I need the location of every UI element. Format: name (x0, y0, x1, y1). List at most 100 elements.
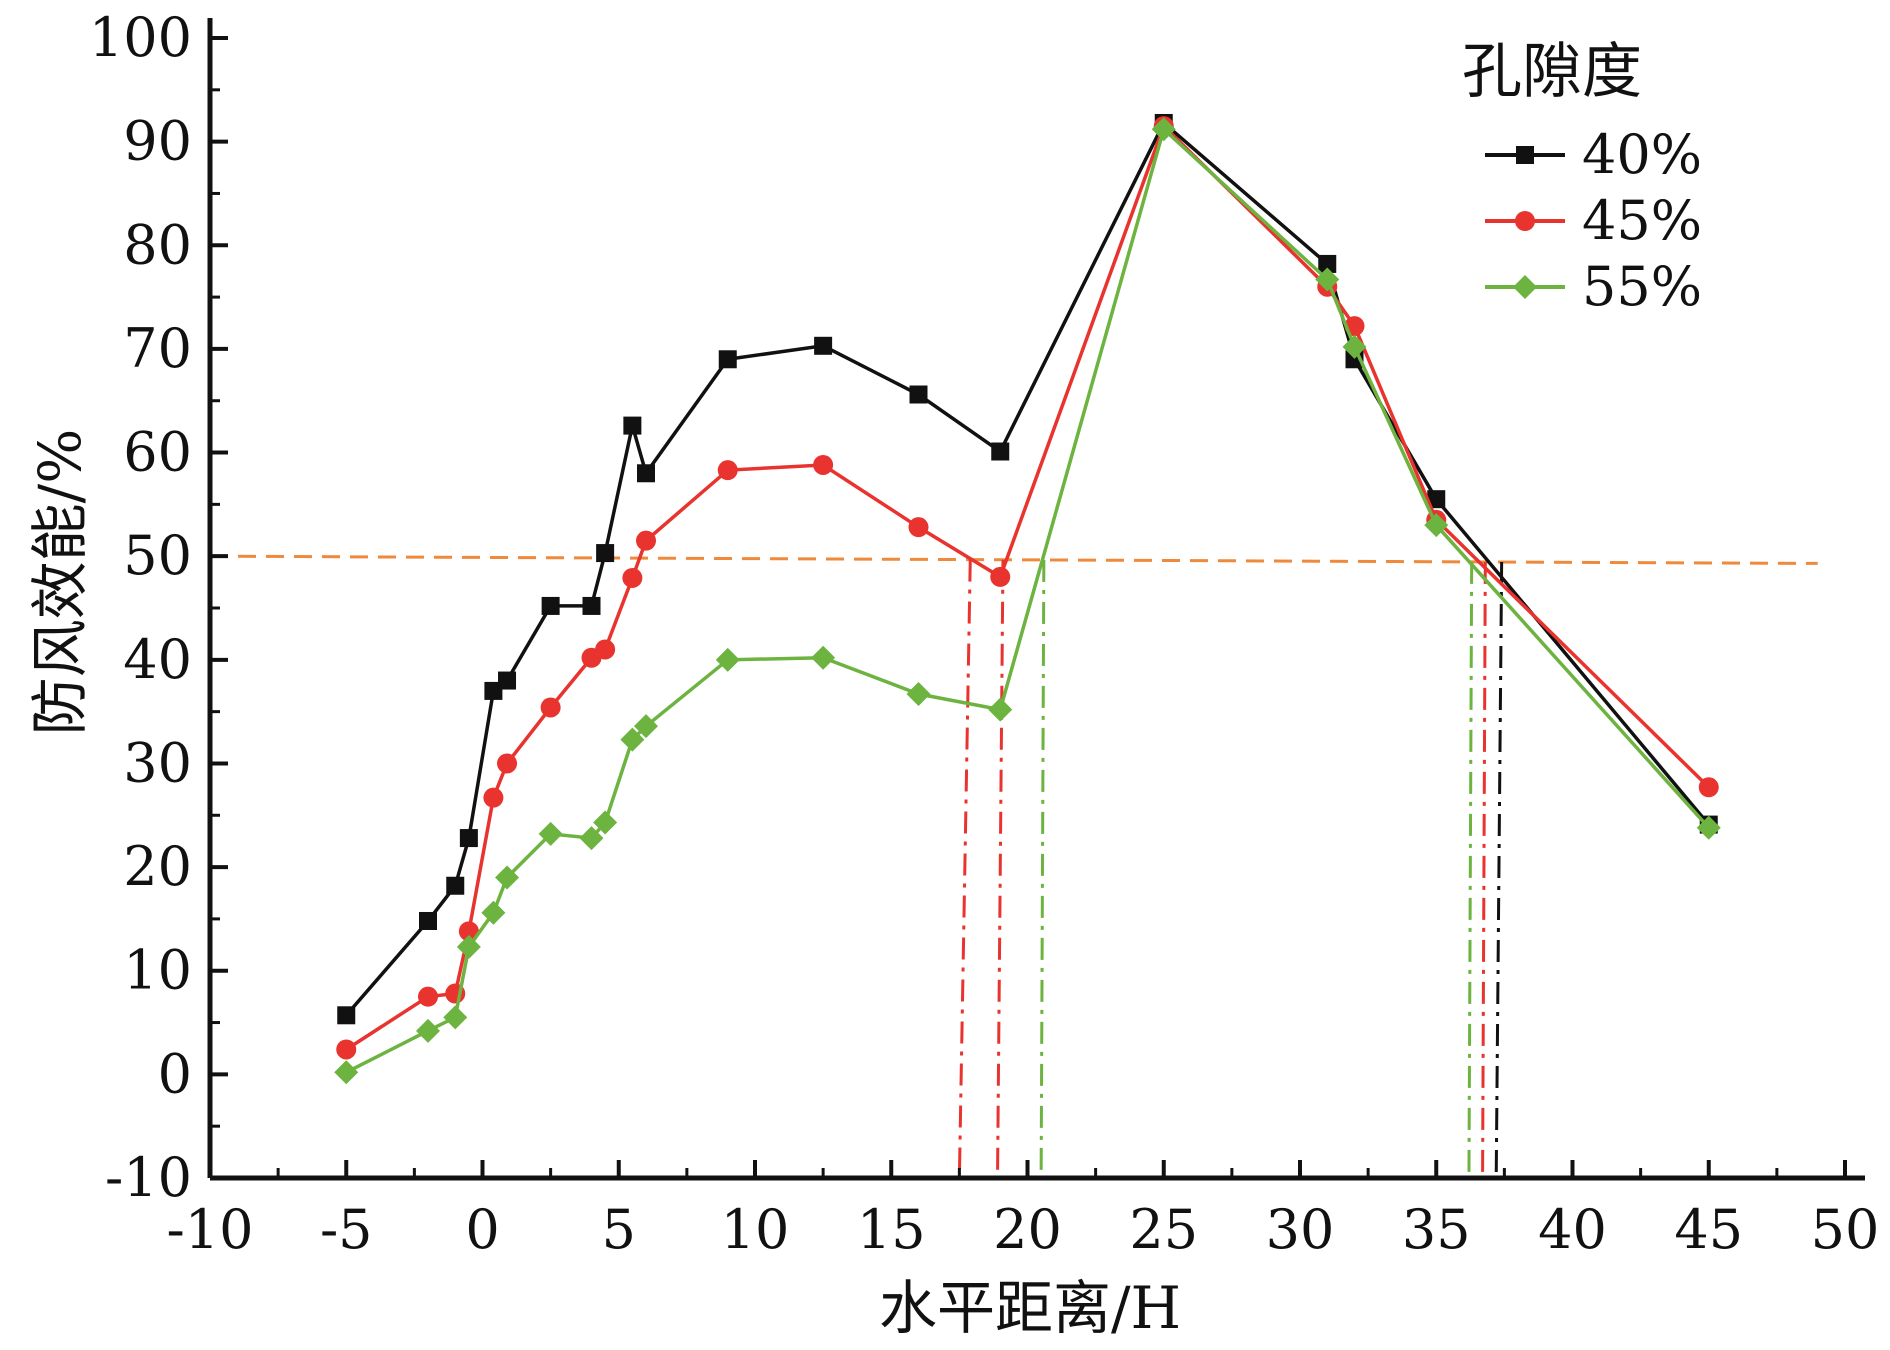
series-line (344, 120, 1711, 1017)
data-point (418, 986, 438, 1007)
y-tick-label: 30 (123, 731, 192, 794)
data-point (416, 1018, 440, 1043)
x-axis-label: 水平距离/H (879, 1274, 1181, 1342)
y-tick-label: 50 (123, 524, 192, 587)
data-point (1696, 815, 1721, 840)
x-tick-label: 40 (1538, 1198, 1607, 1261)
data-point (579, 826, 604, 851)
y-tick-label: -10 (105, 1146, 192, 1209)
data-point (495, 865, 520, 890)
crossing-line (1467, 561, 1474, 1179)
data-point (990, 566, 1011, 587)
legend-marker (1516, 146, 1534, 164)
legend-title: 孔隙度 (1462, 37, 1642, 107)
data-point (337, 1006, 356, 1025)
data-point (908, 517, 929, 538)
legend-entry-label: 45% (1582, 189, 1702, 252)
x-tick-label: 5 (602, 1198, 636, 1261)
series-3 (334, 117, 1721, 1085)
legend: 孔隙度 40%45%55% (1462, 37, 1702, 318)
y-tick-label: 70 (123, 317, 192, 380)
data-point (622, 567, 643, 588)
crossing-line (957, 559, 972, 1179)
crossing-line (1494, 561, 1504, 1179)
y-tick-label: 60 (123, 421, 192, 484)
data-point (456, 934, 481, 959)
data-point (718, 350, 737, 369)
data-point (443, 1005, 468, 1030)
data-point (636, 530, 656, 551)
x-tick-label: 25 (1129, 1198, 1198, 1261)
data-point (715, 647, 740, 672)
data-point (814, 336, 833, 355)
data-point (336, 1039, 357, 1060)
data-point (596, 544, 615, 563)
data-point (483, 787, 504, 808)
x-tick-label: 15 (857, 1198, 926, 1261)
data-point (620, 727, 645, 752)
x-tick-label: 20 (993, 1198, 1062, 1261)
y-axis-label: 防风效能/% (26, 429, 94, 736)
data-point (458, 921, 479, 942)
y-tick-label: 90 (123, 110, 192, 173)
data-point (1342, 334, 1367, 359)
data-point (634, 714, 658, 739)
threshold-50-line (209, 554, 1818, 565)
y-tick-label: 0 (158, 1042, 192, 1105)
y-tick-label: 20 (123, 835, 192, 898)
data-point (459, 829, 478, 848)
data-point (595, 639, 616, 660)
data-point (419, 911, 437, 930)
data-point (1315, 267, 1340, 292)
data-point (1424, 513, 1449, 538)
x-tick-label: 0 (465, 1198, 499, 1261)
x-tick-label: 35 (1402, 1198, 1471, 1261)
data-point (334, 1060, 359, 1085)
series-layer (334, 113, 1721, 1085)
crossing-line (996, 559, 1005, 1179)
data-point (623, 416, 642, 435)
data-point (1151, 117, 1176, 142)
data-point (582, 596, 601, 615)
crossing-line (1039, 559, 1046, 1179)
x-tick-label: 30 (1266, 1198, 1335, 1261)
x-tick-label: -5 (320, 1198, 373, 1261)
data-point (498, 671, 517, 690)
data-point (1318, 254, 1337, 273)
y-tick-label: 40 (123, 628, 192, 691)
data-point (484, 681, 503, 700)
data-point (1698, 777, 1719, 798)
data-point (481, 900, 506, 925)
x-tick-label: -10 (167, 1198, 254, 1261)
crossing-line (1481, 561, 1487, 1179)
y-tick-label: 10 (123, 939, 192, 1002)
data-point (991, 442, 1010, 461)
x-tick-label: 10 (721, 1198, 790, 1261)
x-tick-label: 50 (1811, 1198, 1880, 1261)
data-point (540, 697, 561, 718)
legend-entry-label: 55% (1582, 255, 1702, 318)
legend-entry-label: 40% (1582, 123, 1702, 186)
data-point (909, 385, 928, 404)
data-point (637, 464, 655, 483)
data-point (813, 454, 834, 475)
data-point (1427, 490, 1446, 509)
data-point (497, 753, 518, 774)
data-point (541, 596, 560, 615)
data-point (446, 876, 465, 895)
data-point (717, 460, 738, 481)
data-point (538, 821, 563, 846)
y-tick-label: 100 (89, 6, 192, 69)
data-point (811, 645, 836, 670)
y-tick-label: 80 (123, 213, 192, 276)
legend-marker (1513, 275, 1537, 299)
series-line (345, 122, 1710, 1051)
reference-layer (209, 554, 1818, 1179)
data-point (988, 697, 1013, 722)
data-point (906, 682, 931, 707)
series-1 (337, 113, 1718, 1025)
x-tick-label: 45 (1674, 1198, 1743, 1261)
axes: -10 0 10 20 30 40 50 60 70 80 90 100 -10 -5 0 5 10 15 20 25… (89, 6, 1879, 1261)
legend-marker (1515, 211, 1535, 231)
